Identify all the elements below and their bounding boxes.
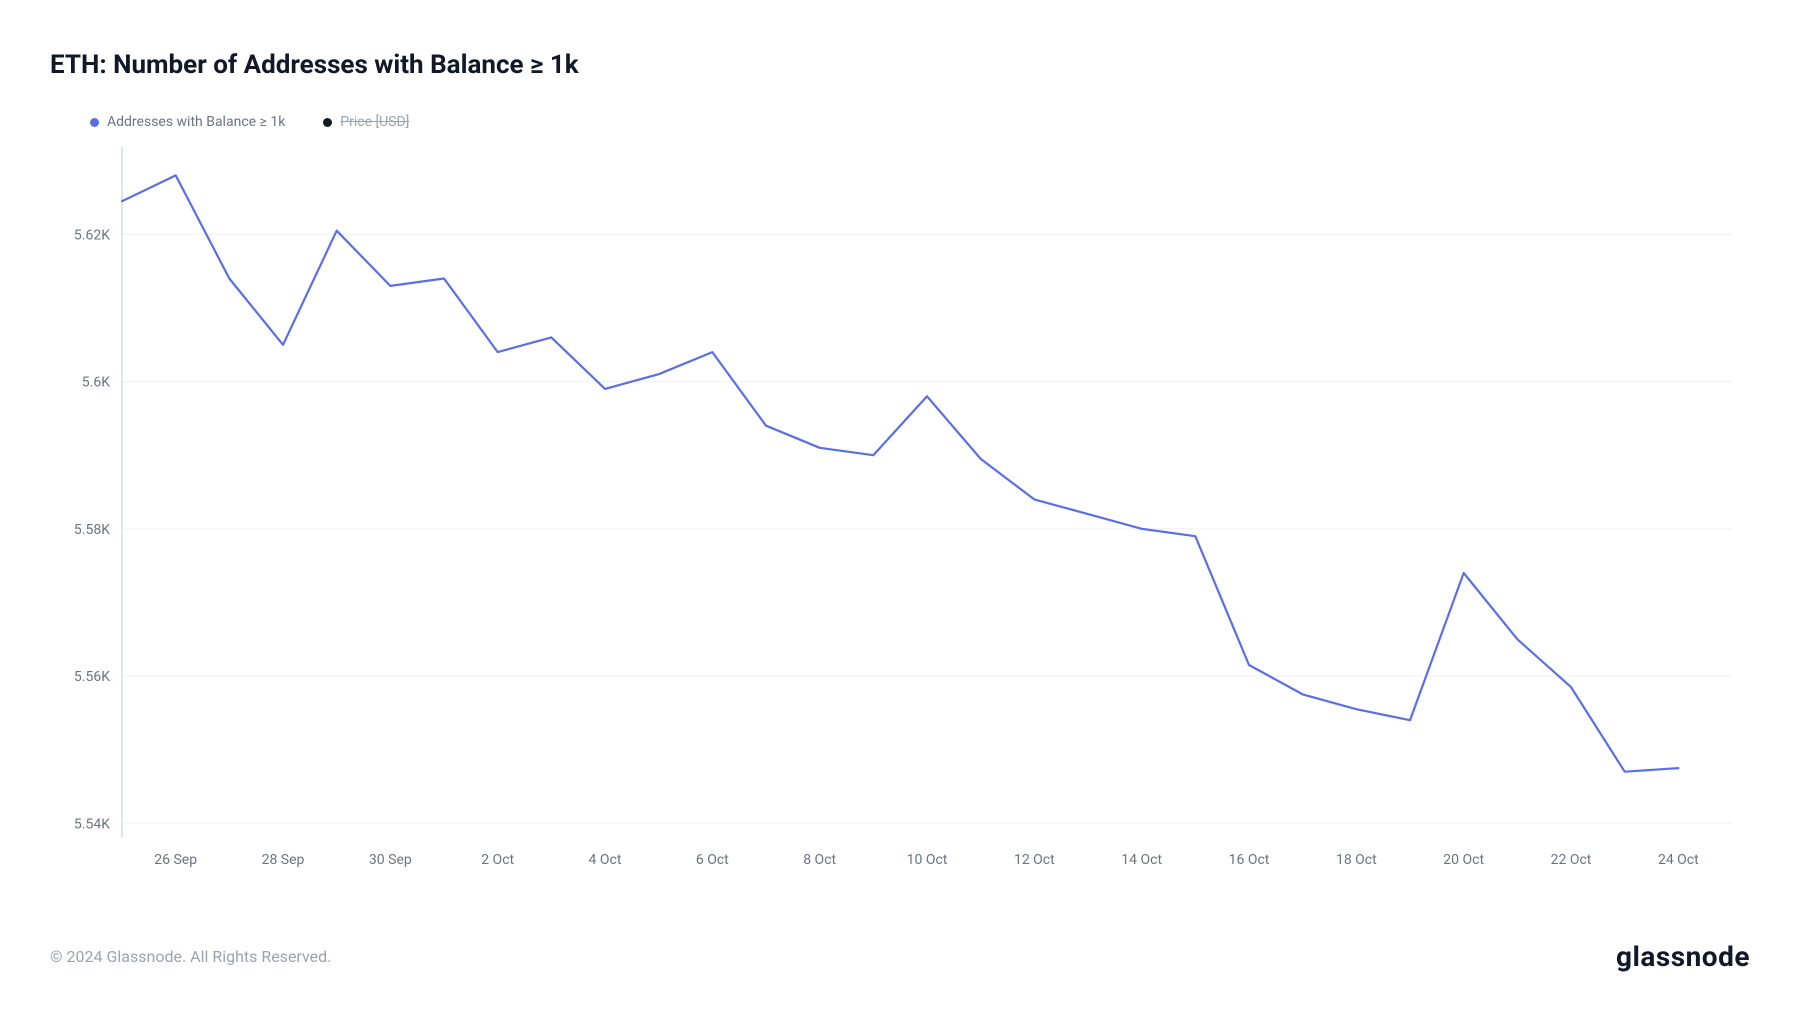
svg-text:6 Oct: 6 Oct bbox=[696, 852, 729, 868]
chart-legend: Addresses with Balance ≥ 1k Price [USD] bbox=[90, 114, 1750, 130]
svg-text:5.54K: 5.54K bbox=[74, 816, 110, 832]
svg-text:5.62K: 5.62K bbox=[74, 227, 110, 243]
svg-text:10 Oct: 10 Oct bbox=[907, 852, 948, 868]
svg-text:22 Oct: 22 Oct bbox=[1551, 852, 1592, 868]
line-chart[interactable]: 5.54K 5.56K 5.58K 5.6K 5.62K 26 Sep 28 Sep 30 S… bbox=[50, 138, 1750, 878]
svg-text:30 Sep: 30 Sep bbox=[369, 852, 412, 868]
svg-text:24 Oct: 24 Oct bbox=[1658, 852, 1699, 868]
chart-area: 5.54K 5.56K 5.58K 5.6K 5.62K 26 Sep 28 Sep 30 S… bbox=[50, 138, 1750, 878]
legend-item-label: Price [USD] bbox=[340, 114, 409, 130]
svg-text:4 Oct: 4 Oct bbox=[589, 852, 622, 868]
legend-item-label: Addresses with Balance ≥ 1k bbox=[107, 114, 285, 130]
legend-marker-icon bbox=[90, 118, 99, 127]
legend-item-addresses[interactable]: Addresses with Balance ≥ 1k bbox=[90, 114, 285, 130]
chart-title: ETH: Number of Addresses with Balance ≥ … bbox=[50, 50, 1750, 80]
copyright-text: © 2024 Glassnode. All Rights Reserved. bbox=[50, 947, 331, 966]
svg-text:18 Oct: 18 Oct bbox=[1336, 852, 1377, 868]
svg-text:5.6K: 5.6K bbox=[82, 375, 110, 391]
svg-text:14 Oct: 14 Oct bbox=[1121, 852, 1162, 868]
svg-text:8 Oct: 8 Oct bbox=[803, 852, 836, 868]
svg-text:28 Sep: 28 Sep bbox=[262, 852, 305, 868]
svg-text:5.56K: 5.56K bbox=[74, 669, 110, 685]
svg-text:26 Sep: 26 Sep bbox=[154, 852, 197, 868]
legend-item-price[interactable]: Price [USD] bbox=[323, 114, 409, 130]
svg-text:20 Oct: 20 Oct bbox=[1443, 852, 1484, 868]
svg-text:12 Oct: 12 Oct bbox=[1014, 852, 1055, 868]
legend-marker-icon bbox=[323, 118, 332, 127]
svg-text:16 Oct: 16 Oct bbox=[1229, 852, 1270, 868]
brand-logo: glassnode bbox=[1616, 940, 1750, 973]
svg-text:5.58K: 5.58K bbox=[74, 522, 110, 538]
svg-text:2 Oct: 2 Oct bbox=[481, 852, 514, 868]
